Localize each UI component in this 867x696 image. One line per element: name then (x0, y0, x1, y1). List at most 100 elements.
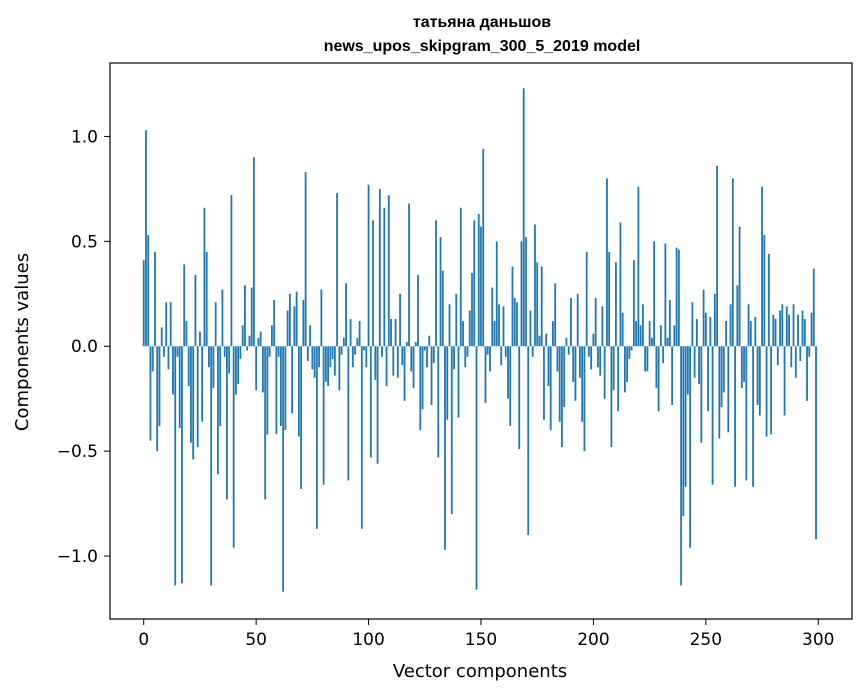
bar-66 (291, 346, 294, 414)
bar-59 (275, 346, 278, 435)
bar-181 (549, 346, 552, 431)
bar-75 (311, 346, 314, 370)
bar-266 (740, 346, 743, 389)
bar-22 (192, 346, 195, 460)
bar-217 (630, 346, 633, 351)
bar-271 (752, 346, 754, 487)
bar-224 (646, 346, 649, 372)
bar-162 (507, 346, 509, 399)
bar-92 (349, 318, 352, 347)
bar-158 (498, 304, 500, 347)
bar-68 (295, 291, 298, 347)
bar-144 (466, 346, 469, 357)
bar-291 (797, 314, 799, 347)
bar-223 (644, 346, 647, 372)
bar-71 (302, 300, 305, 347)
bar-160 (502, 306, 505, 347)
bar-48 (250, 287, 253, 347)
y-tick-label: 1.0 (71, 127, 98, 147)
bar-96 (358, 321, 361, 347)
bar-45 (244, 285, 246, 347)
bar-246 (695, 318, 698, 347)
bar-51 (257, 337, 260, 347)
bar-30 (210, 346, 213, 586)
bar-104 (376, 346, 379, 464)
bar-292 (799, 346, 802, 361)
bar-135 (446, 346, 449, 420)
bar-179 (545, 333, 548, 347)
bar-10 (165, 302, 168, 347)
bar-2 (147, 235, 150, 347)
bar-14 (174, 346, 177, 586)
bar-28 (205, 251, 208, 347)
bar-197 (585, 251, 588, 347)
bar-4 (151, 346, 154, 372)
x-axis-label: Vector components (393, 661, 567, 682)
bar-50 (255, 346, 258, 391)
y-tick-label: 0.5 (71, 232, 98, 252)
bar-52 (259, 331, 262, 347)
bar-62 (282, 346, 285, 592)
bar-209 (612, 346, 615, 391)
bar-147 (473, 220, 476, 347)
bar-155 (491, 287, 494, 347)
bar-17 (181, 346, 183, 584)
bar-40 (232, 346, 235, 548)
bar-76 (313, 346, 316, 378)
bar-286 (785, 306, 788, 347)
bar-74 (309, 325, 312, 347)
bar-237 (675, 247, 678, 347)
x-tick-label: 0 (138, 630, 149, 650)
bar-91 (347, 346, 350, 481)
bar-151 (482, 149, 485, 347)
bar-238 (677, 249, 680, 347)
bar-19 (185, 321, 188, 347)
bar-235 (671, 346, 674, 405)
bar-218 (633, 260, 635, 347)
bar-226 (650, 337, 653, 347)
bar-84 (331, 346, 334, 359)
bar-245 (693, 346, 696, 378)
bar-229 (657, 346, 660, 412)
bar-207 (608, 251, 611, 347)
x-tick-label: 150 (465, 630, 497, 650)
bar-12 (169, 302, 172, 347)
bar-64 (286, 310, 289, 347)
bar-36 (223, 346, 226, 357)
x-tick-label: 250 (690, 630, 722, 650)
bar-108 (385, 346, 388, 387)
bar-221 (639, 325, 642, 347)
bar-132 (439, 237, 442, 347)
bar-233 (666, 337, 669, 347)
bar-182 (552, 321, 554, 347)
bar-37 (226, 346, 228, 500)
x-tick-label: 300 (802, 630, 834, 650)
bar-141 (459, 207, 462, 347)
bar-60 (277, 346, 280, 357)
y-axis-label: Components values (12, 253, 33, 431)
bar-187 (563, 346, 566, 408)
bar-177 (540, 266, 543, 347)
bar-148 (475, 346, 478, 590)
bar-32 (214, 302, 217, 347)
bar-95 (356, 337, 359, 347)
bar-186 (561, 346, 563, 447)
bar-113 (396, 346, 399, 378)
bar-65 (288, 293, 291, 347)
bar-44 (241, 325, 244, 347)
bar-163 (509, 346, 512, 426)
bar-173 (531, 346, 534, 357)
bar-119 (410, 346, 413, 372)
bar-171 (527, 346, 530, 536)
bar-208 (610, 346, 613, 447)
bar-38 (228, 346, 231, 374)
bar-18 (183, 264, 186, 347)
bar-255 (716, 165, 718, 347)
bar-219 (635, 321, 638, 347)
bar-93 (351, 346, 354, 368)
bar-172 (529, 310, 532, 347)
bar-289 (792, 304, 795, 347)
bar-105 (378, 188, 381, 347)
bar-9 (163, 346, 165, 357)
bar-53 (262, 346, 264, 393)
